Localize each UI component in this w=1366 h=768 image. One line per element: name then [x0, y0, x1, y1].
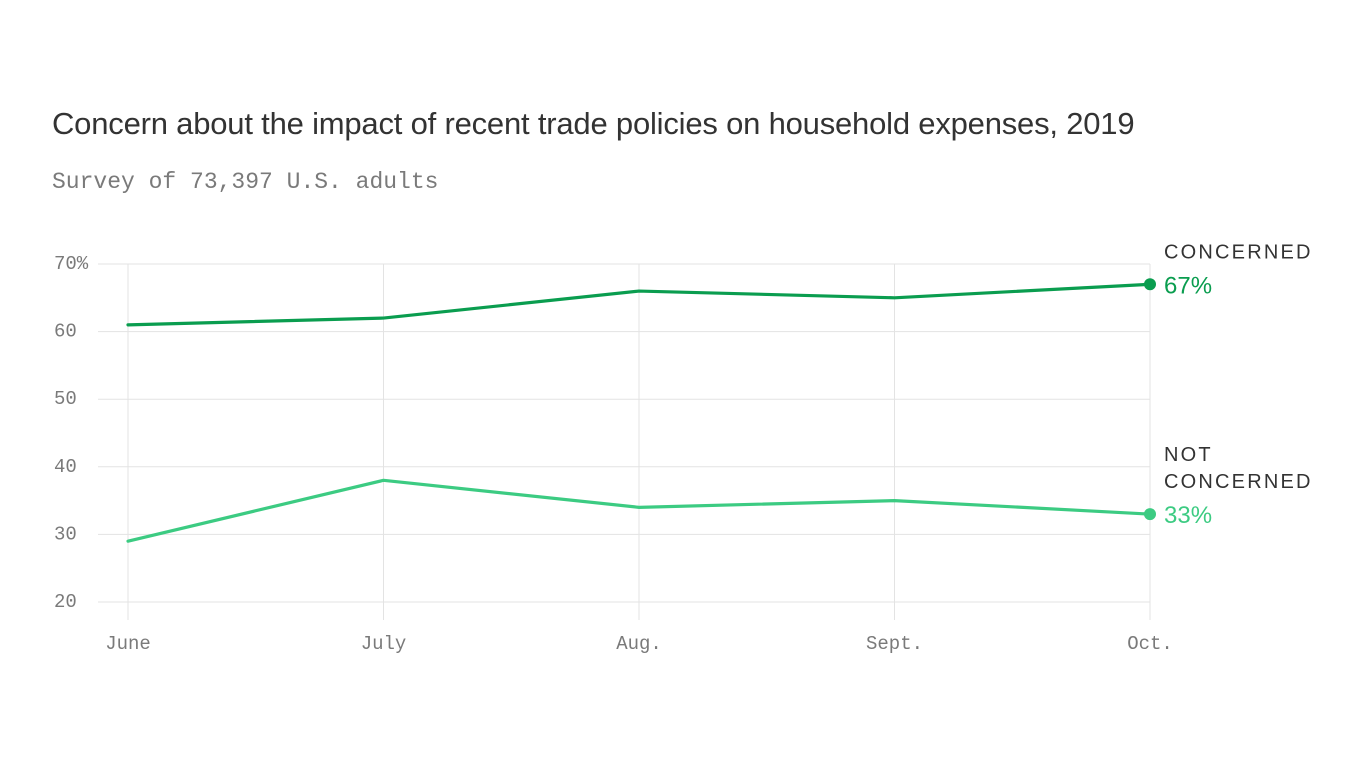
series-line	[126, 478, 1152, 543]
series-end-value: 67%	[1164, 272, 1212, 299]
x-tick-label: Sept.	[866, 633, 923, 655]
series-name-label: NOT	[1164, 444, 1213, 466]
series-end-point	[1144, 278, 1156, 291]
y-tick-label: 70%	[54, 253, 89, 275]
series-line	[126, 282, 1152, 327]
series-name-label: CONCERNED	[1164, 241, 1313, 263]
y-tick-label: 30	[54, 523, 77, 545]
grid	[98, 263, 1151, 620]
x-tick-label: June	[105, 633, 151, 655]
axis-labels: 20 30 40 50 60 70% June July Aug. Sept. Oct.	[54, 253, 1173, 655]
y-tick-label: 20	[54, 591, 77, 613]
y-tick-label: 60	[54, 321, 77, 343]
series-end-value: 33%	[1164, 502, 1212, 529]
chart-title: Concern about the impact of recent trade…	[52, 106, 1135, 141]
series-name-label: CONCERNED	[1164, 471, 1313, 493]
x-tick-label: July	[361, 633, 407, 655]
series	[126, 278, 1156, 543]
y-tick-label: 40	[54, 456, 77, 478]
y-tick-label: 50	[54, 388, 77, 410]
chart-subtitle: Survey of 73,397 U.S. adults	[52, 169, 439, 195]
x-tick-label: Oct.	[1127, 633, 1173, 655]
series-labels: 67% CONCERNED 33% NOT CONCERNED	[1164, 241, 1313, 529]
x-tick-label: Aug.	[616, 633, 662, 655]
series-end-point	[1144, 508, 1156, 521]
